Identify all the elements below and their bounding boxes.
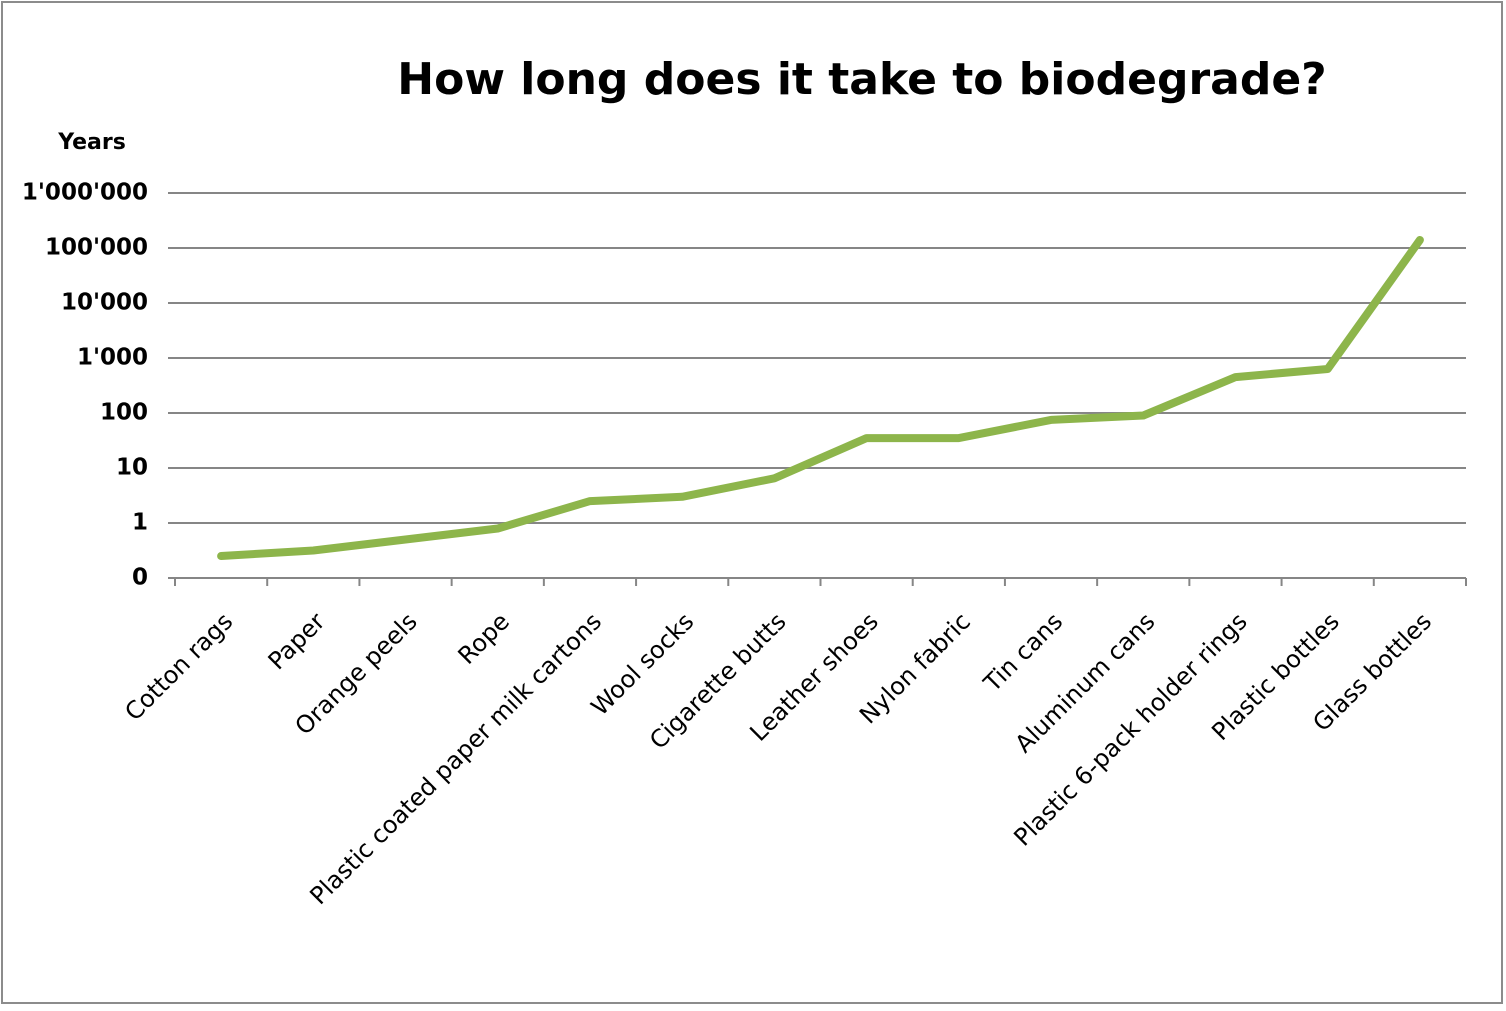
y-tick-label: 1'000 bbox=[77, 345, 148, 371]
y-tick-label: 10'000 bbox=[61, 290, 148, 316]
y-axis-label: Years bbox=[57, 130, 126, 155]
data-line bbox=[217, 236, 1424, 560]
y-tick-label: 100'000 bbox=[45, 235, 148, 261]
y-tick-label: 10 bbox=[116, 455, 148, 481]
y-tick-label: 1 bbox=[132, 510, 148, 536]
chart-title: How long does it take to biodegrade? bbox=[397, 54, 1326, 105]
y-tick-label: 0 bbox=[132, 565, 148, 591]
y-tick-label: 100 bbox=[100, 400, 148, 426]
y-tick-label: 1'000'000 bbox=[22, 180, 148, 206]
